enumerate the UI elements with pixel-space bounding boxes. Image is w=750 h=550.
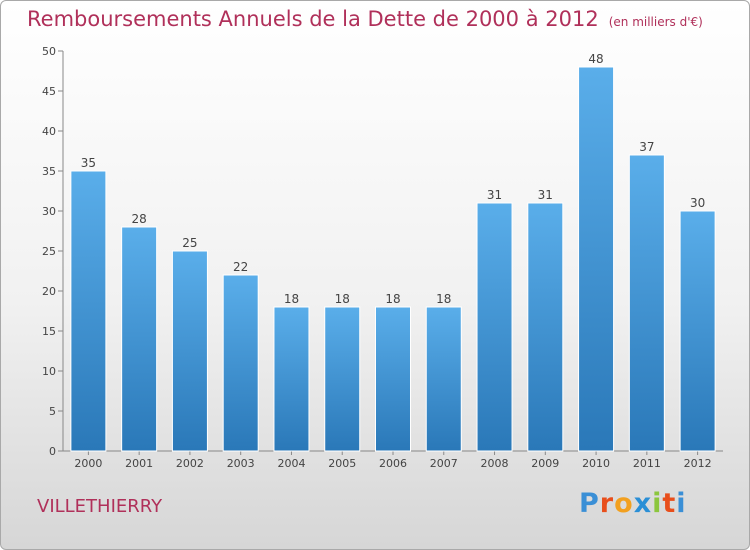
commune-name: VILLETHIERRY [37, 496, 163, 517]
x-tick-label: 2004 [277, 457, 305, 470]
bar-value-label: 30 [690, 196, 705, 210]
chart-unit-text: (en milliers d'€) [608, 15, 703, 29]
y-tick-label: 35 [42, 165, 56, 178]
bar [375, 306, 411, 452]
x-tick-label: 2008 [481, 457, 509, 470]
bar-value-label: 37 [639, 140, 654, 154]
bar [679, 210, 716, 452]
bar [324, 306, 361, 452]
axes: 0 5 10 15 20 25 30 35 40 45 50 2000 2001 2002 2003 2004… [42, 45, 723, 470]
bar [121, 226, 158, 452]
y-tick-label: 0 [49, 445, 56, 458]
x-tick-label: 2000 [74, 457, 102, 470]
x-tick-label: 2001 [125, 457, 153, 470]
bar-value-label: 31 [487, 188, 502, 202]
bar [171, 250, 208, 452]
y-tick-label: 20 [42, 285, 56, 298]
y-tick-label: 25 [42, 245, 56, 258]
y-tick-label: 40 [42, 125, 56, 138]
logo-letter: o [614, 488, 634, 519]
x-tick-label: 2009 [531, 457, 559, 470]
bar [70, 170, 107, 452]
logo-letter: P [579, 488, 600, 519]
logo-letter: i [652, 488, 663, 519]
y-tick-label: 15 [42, 325, 56, 338]
x-tick-label: 2012 [684, 457, 712, 470]
x-tick-label: 2007 [430, 457, 458, 470]
bar [425, 306, 462, 452]
proxiti-logo: Proxiti [579, 488, 687, 519]
bar [222, 274, 259, 452]
x-tick-label: 2002 [176, 457, 204, 470]
bar [628, 154, 665, 452]
y-tick-label: 5 [49, 405, 56, 418]
y-tick-label: 30 [42, 205, 56, 218]
bar-value-label: 35 [81, 156, 96, 170]
bar-value-label: 18 [385, 292, 400, 306]
bar-value-label: 48 [588, 52, 603, 66]
logo-letter: t [662, 488, 677, 519]
bars: 35 28 25 22 18 18 18 18 31 31 48 37 30 [70, 52, 716, 452]
bar-value-label: 18 [284, 292, 299, 306]
logo-letter: i [676, 488, 687, 519]
bar [273, 306, 310, 452]
logo-letter: x [633, 488, 653, 519]
bar-value-label: 18 [436, 292, 451, 306]
y-tick-label: 10 [42, 365, 56, 378]
y-tick-label: 50 [42, 45, 56, 58]
bar-value-label: 18 [335, 292, 350, 306]
bar [578, 66, 615, 452]
x-tick-label: 2010 [582, 457, 610, 470]
x-tick-label: 2011 [633, 457, 661, 470]
bar-value-label: 31 [538, 188, 553, 202]
bar-value-label: 28 [132, 212, 147, 226]
bar-value-label: 22 [233, 260, 248, 274]
x-tick-label: 2006 [379, 457, 407, 470]
y-tick-label: 45 [42, 85, 56, 98]
bar [527, 202, 564, 452]
logo-letter: r [599, 488, 615, 519]
bar [476, 202, 513, 452]
x-tick-label: 2003 [227, 457, 255, 470]
chart-title-text: Remboursements Annuels de la Dette de 20… [27, 7, 599, 31]
x-tick-label: 2005 [328, 457, 356, 470]
bar-value-label: 25 [182, 236, 197, 250]
chart-title: Remboursements Annuels de la Dette de 20… [27, 7, 703, 31]
